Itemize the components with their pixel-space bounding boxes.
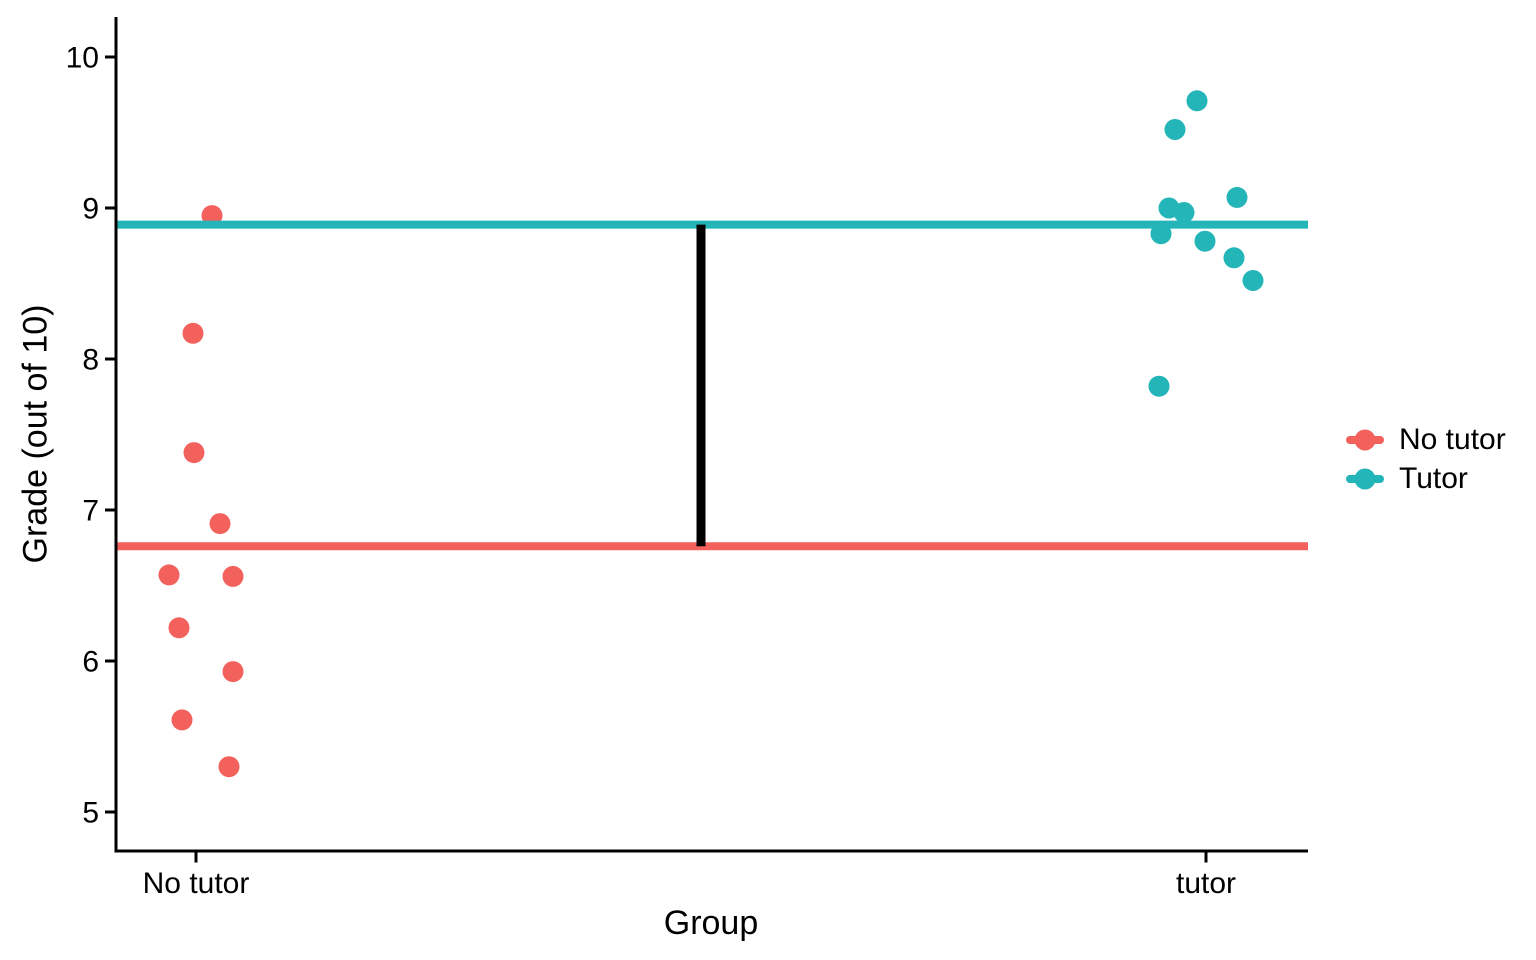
data-point-tutor [1164,119,1186,140]
data-point-no-tutor [183,442,205,464]
data-point-no-tutor [209,513,231,535]
no-tutor-legend-key-icon [1346,429,1384,450]
data-point-tutor [1173,202,1195,223]
y-tick-label: 10 [66,42,99,75]
data-point-no-tutor [168,617,190,639]
no-tutor-key-dot-icon [1354,429,1376,450]
y-tick-label: 7 [82,495,99,528]
legend-label-no-tutor: No tutor [1399,422,1506,456]
tutor-legend-key-icon [1346,468,1384,489]
data-point-tutor [1186,90,1208,112]
y-tick-label: 8 [82,344,99,377]
x-tick-label: No tutor [143,867,250,900]
y-tick-label: 6 [82,646,99,679]
y-tick-label: 5 [82,797,99,830]
data-point-tutor [1242,270,1264,291]
y-axis-title: Grade (out of 10) [16,304,55,564]
x-axis-title: Group [663,904,759,942]
data-point-no-tutor [171,709,193,731]
legend-label-tutor: Tutor [1399,461,1468,495]
tutor-key-dot-icon [1354,468,1376,489]
data-point-tutor [1226,186,1248,208]
data-point-tutor [1148,375,1170,397]
legend: No tutor Tutor [1346,420,1506,498]
data-point-tutor [1223,247,1245,269]
legend-row-tutor: Tutor [1346,459,1506,498]
data-point-tutor [1194,230,1216,252]
data-point-no-tutor [222,565,244,587]
data-point-no-tutor [218,756,240,778]
data-point-no-tutor [158,564,180,586]
data-point-no-tutor [222,661,244,683]
x-tick-label: tutor [1176,867,1236,900]
y-tick-label: 9 [82,193,99,226]
data-point-no-tutor [182,322,204,344]
legend-row-no-tutor: No tutor [1346,420,1506,459]
